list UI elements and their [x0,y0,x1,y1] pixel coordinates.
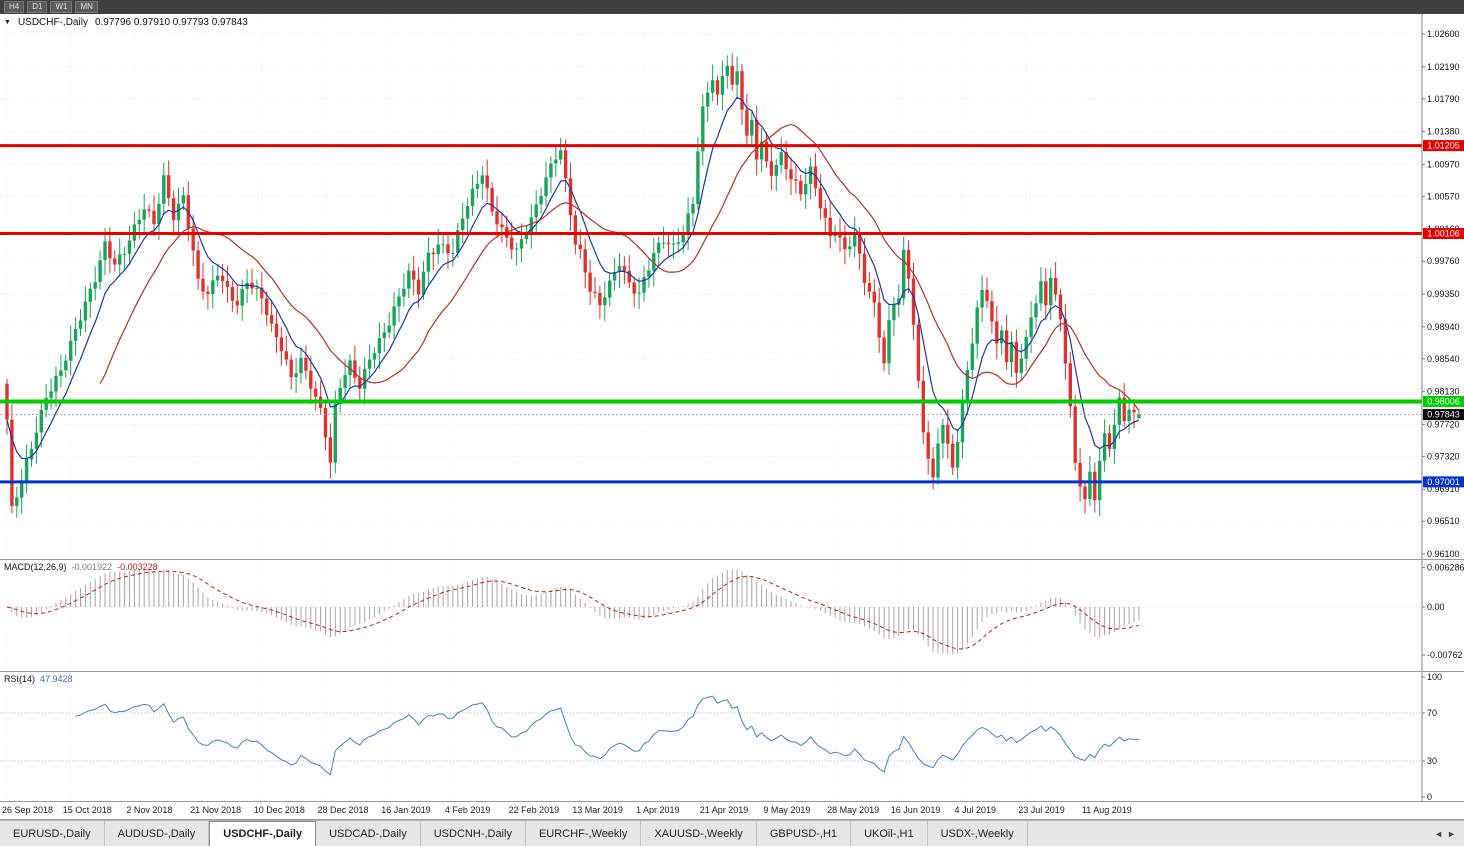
date-tick-label: 28 Dec 2018 [317,805,369,815]
tab-scroll-left-button[interactable]: ◄ [1434,828,1444,839]
svg-text:0.96510: 0.96510 [1427,516,1460,526]
macd-signal-value: -0.003228 [117,562,158,572]
date-tick-label: 22 Feb 2019 [508,805,560,815]
macd-signal-line [6,570,1140,650]
timeframe-button-h4[interactable]: H4 [4,1,25,13]
svg-text:-0.00762: -0.00762 [1427,650,1463,660]
svg-text:1.01380: 1.01380 [1427,127,1460,137]
chart-tab-usdx[interactable]: USDX-,Weekly [927,821,1028,846]
chart-ohlc-values: 0.97796 0.97910 0.97793 0.97843 [94,17,248,28]
svg-text:0.96910: 0.96910 [1427,484,1460,494]
chart-symbol-label: USDCHF-,Daily [17,17,88,28]
svg-text:0.98130: 0.98130 [1427,387,1460,397]
chart-tab-xauusd[interactable]: XAUUSD-,Weekly [641,821,757,846]
chart-tab-eurchf[interactable]: EURCHF-,Weekly [525,821,642,846]
svg-text:0.00: 0.00 [1427,602,1445,612]
rsi-name: RSI(14) [4,674,36,684]
svg-text:1.01205: 1.01205 [1427,141,1460,151]
rsi-canvas[interactable]: 100 70 30 0 [0,672,1464,802]
rsi-line [75,695,1139,776]
chart-tabs-bar: EURUSD-,Daily AUDUSD-,Daily USDCHF-,Daily U… [0,820,1464,846]
chart-tab-audusd[interactable]: AUDUSD-,Daily [104,821,210,846]
chart-tab-eurusd[interactable]: EURUSD-,Daily [0,821,105,846]
rsi-value: 47.9428 [40,674,73,684]
macd-label: MACD(12,26,9) -0.001922 -0.003228 [4,562,158,572]
timeframe-toolbar: H4 D1 W1 MN [0,0,1464,14]
macd-axis: 0.006286 0.00 -0.00762 [1421,560,1464,671]
svg-text:0.98940: 0.98940 [1427,322,1460,332]
date-tick-label: 15 Oct 2018 [62,805,112,815]
tab-scroll-right-button[interactable]: ► [1447,828,1456,839]
tab-scroll-controls: ◄ ► [1426,821,1464,846]
svg-text:0.006286: 0.006286 [1427,562,1464,572]
chart-title: ▼ USDCHF-,Daily 0.97796 0.97910 0.97793 … [4,17,248,28]
date-tick-label: 28 May 2019 [827,805,880,815]
chart-tab-ukoil[interactable]: UKOil-,H1 [851,821,928,846]
macd-canvas[interactable]: 0.006286 0.00 -0.00762 [0,560,1464,672]
macd-histogram [11,568,1140,655]
timeframe-button-w1[interactable]: W1 [50,1,73,13]
price-axis[interactable]: 1.02600 1.02190 1.01790 1.01380 1.00970 1.005… [1421,14,1464,560]
date-tick-label: 9 May 2019 [763,805,811,815]
svg-text:0: 0 [1427,792,1432,802]
svg-text:70: 70 [1427,708,1437,718]
chart-tab-usdchf[interactable]: USDCHF-,Daily [209,821,317,846]
svg-text:100: 100 [1427,672,1442,682]
ma-fast-line [6,96,1140,460]
date-tick-label: 16 Jan 2019 [381,805,431,815]
time-axis[interactable]: 26 Sep 2018 15 Oct 2018 2 Nov 2018 21 Nov 2… [0,802,1464,820]
chart-tab-usdcnh[interactable]: USDCNH-,Daily [420,821,526,846]
timeframe-button-d1[interactable]: D1 [27,1,48,13]
macd-name: MACD(12,26,9) [4,562,67,572]
date-tick-label: 10 Dec 2018 [253,805,305,815]
macd-panel: 0.006286 0.00 -0.00762 MACD(12,26,9) -0.00… [0,560,1464,672]
svg-text:1.00106: 1.00106 [1427,229,1460,239]
date-tick-label: 4 Feb 2019 [444,805,491,815]
date-tick-label: 21 Nov 2018 [190,805,242,815]
svg-text:0.99760: 0.99760 [1427,256,1460,266]
chart-tab-gbpusd[interactable]: GBPUSD-,H1 [756,821,852,846]
date-tick-label: 4 Jul 2019 [954,805,997,815]
svg-text:1.00570: 1.00570 [1427,191,1460,201]
timeframe-button-mn[interactable]: MN [75,1,98,13]
svg-text:0.98540: 0.98540 [1427,354,1460,364]
candlestick-series [5,53,1141,518]
rsi-panel: 100 70 30 0 RSI(14) 47.9428 [0,672,1464,802]
date-tick-label: 23 Jul 2019 [1018,805,1065,815]
svg-text:0.97720: 0.97720 [1427,419,1460,429]
price-chart-canvas[interactable]: 1.02600 1.02190 1.01790 1.01380 1.00970 1.005… [0,14,1464,560]
svg-text:0.98006: 0.98006 [1427,397,1460,407]
date-tick-label: 11 Aug 2019 [1081,805,1132,815]
svg-text:0.96100: 0.96100 [1427,549,1460,559]
svg-text:0.99350: 0.99350 [1427,289,1460,299]
svg-text:1.00970: 1.00970 [1427,159,1460,169]
date-tick-label: 1 Apr 2019 [636,805,680,815]
date-tick-label: 21 Apr 2019 [699,805,749,815]
chart-tab-usdcad[interactable]: USDCAD-,Daily [316,821,421,846]
svg-text:1.02190: 1.02190 [1427,62,1460,72]
rsi-label: RSI(14) 47.9428 [4,674,73,684]
date-tick-label: 2 Nov 2018 [126,805,173,815]
svg-text:1.01790: 1.01790 [1427,94,1460,104]
svg-text:0.97001: 0.97001 [1427,477,1460,487]
svg-text:0.97843: 0.97843 [1427,410,1460,420]
symbol-menu-icon[interactable]: ▼ [4,19,11,26]
date-tick-label: 26 Sep 2018 [2,805,54,815]
macd-main-value: -0.001922 [71,562,113,572]
date-tick-label: 16 Jun 2019 [890,805,941,815]
rsi-axis: 100 70 30 0 [1421,672,1442,802]
svg-text:30: 30 [1427,756,1437,766]
price-chart-panel: 1.02600 1.02190 1.01790 1.01380 1.00970 1.005… [0,14,1464,560]
svg-text:1.02600: 1.02600 [1427,29,1460,39]
svg-text:0.97320: 0.97320 [1427,451,1460,461]
date-tick-label: 13 Mar 2019 [572,805,623,815]
